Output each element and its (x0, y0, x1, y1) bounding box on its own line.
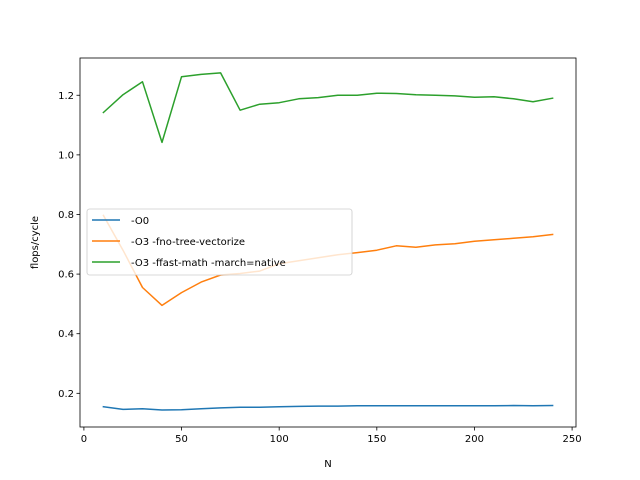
y-tick-label: 0.8 (58, 210, 74, 221)
y-tick-label: 1.0 (58, 150, 74, 161)
x-tick-label: 200 (465, 434, 484, 445)
y-tick-label: 0.2 (58, 389, 74, 400)
y-tick-label: 0.4 (58, 329, 74, 340)
y-axis-label: flops/cycle (30, 216, 41, 269)
series-line-2 (102, 72, 554, 144)
plot-frame (79, 57, 577, 428)
y-tick-label: 1.2 (58, 91, 74, 102)
x-tick-label: 50 (175, 434, 188, 445)
x-tick-label: 100 (270, 434, 289, 445)
x-tick-label: 0 (81, 434, 87, 445)
legend-label-1: -O3 -fno-tree-vectorize (131, 237, 245, 248)
x-tick-label: 150 (367, 434, 386, 445)
x-axis-ticks: 0 50 100 150 200 250 (81, 427, 582, 445)
legend-frame (86, 208, 353, 276)
series-line-0 (102, 404, 554, 411)
x-axis-label: N (324, 459, 331, 470)
legend: -O0 -O3 -fno-tree-vectorize -O3 -ffast-mat… (86, 208, 353, 276)
y-tick-label: 0.6 (58, 270, 74, 281)
y-axis-ticks: 0.2 0.4 0.6 0.8 1.0 1.2 (58, 91, 80, 400)
x-tick-label: 250 (563, 434, 582, 445)
legend-label-2: -O3 -ffast-math -march=native (131, 258, 286, 269)
legend-label-0: -O0 (131, 216, 149, 227)
